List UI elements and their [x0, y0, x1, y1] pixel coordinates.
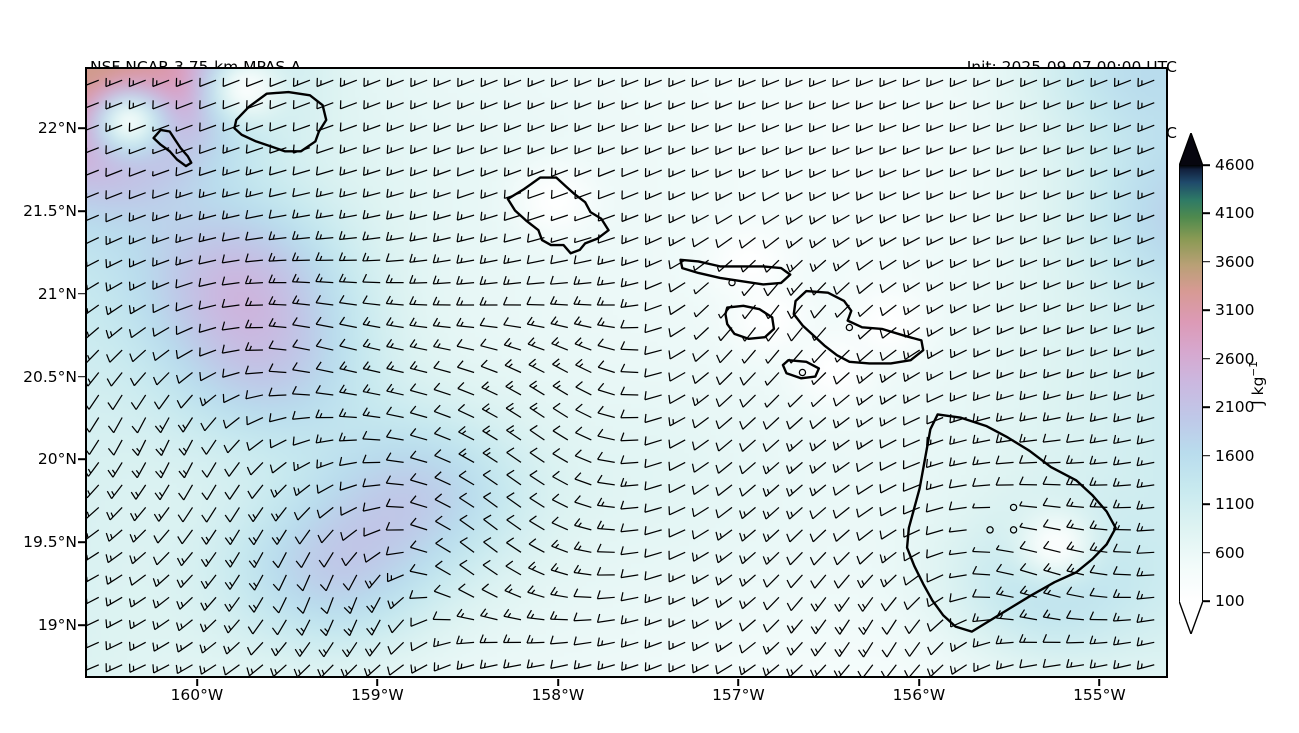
coastline-layer — [152, 90, 1117, 633]
colorbar-tick-mark — [1203, 357, 1210, 360]
y-tick-mark — [78, 541, 85, 544]
y-axis-tick-label: 21°N — [37, 284, 77, 303]
colorbar: 4600 4100 3600 3100 2600 2100 1600 1100 600 100 — [1179, 133, 1254, 634]
x-axis-tick-label: 155°W — [1073, 686, 1126, 704]
colorbar-tick-mark — [1203, 454, 1210, 457]
y-axis-tick-label: 19°N — [37, 616, 77, 634]
x-axis-tick-label: 157°W — [712, 686, 765, 704]
y-tick-mark — [78, 624, 85, 626]
y-tick-mark — [78, 458, 85, 461]
colorbar-tick-label: 600 — [1215, 543, 1245, 562]
colorbar-tick-label: 2600 — [1215, 349, 1255, 368]
x-tick-mark — [918, 679, 920, 686]
x-tick-mark — [737, 679, 740, 686]
wind-barb-layer — [87, 77, 1155, 676]
x-axis-tick-label: 158°W — [531, 686, 585, 704]
y-axis-tick-label: 19.5°N — [23, 533, 77, 552]
x-axis-tick-label: 159°W — [351, 686, 404, 704]
colorbar-tick-label: 4600 — [1215, 156, 1255, 174]
colorbar-tick-label: 100 — [1215, 592, 1245, 610]
colorbar-tick-mark — [1203, 212, 1210, 215]
x-tick-mark — [376, 679, 379, 686]
y-tick-mark — [78, 127, 85, 130]
colorbar-label-text: J kg — [1249, 376, 1267, 405]
colorbar-tick-mark — [1203, 503, 1210, 505]
y-axis-tick-label: 20°N — [37, 450, 77, 469]
colorbar-tick-mark — [1203, 600, 1210, 602]
x-tick-mark — [557, 679, 559, 686]
y-tick-mark — [78, 293, 85, 295]
colorbar-gradient — [1179, 165, 1203, 601]
colorbar-label: J kg−1 — [1247, 361, 1267, 405]
map-plot-area — [85, 67, 1168, 678]
colorbar-tick-label: 1100 — [1215, 495, 1255, 514]
x-tick-mark — [1098, 679, 1101, 686]
colorbar-tick-mark — [1203, 309, 1210, 312]
colorbar-tick-mark — [1203, 261, 1210, 263]
colorbar-tick-label: 3100 — [1215, 301, 1255, 320]
x-axis-tick-label: 160°W — [170, 686, 224, 704]
y-tick-mark — [78, 375, 85, 378]
colorbar-tick-mark — [1203, 164, 1210, 166]
colorbar-max-arrow — [1179, 133, 1203, 166]
colorbar-min-arrow — [1179, 601, 1203, 634]
colorbar-tick-mark — [1203, 406, 1210, 409]
y-axis-tick-label: 20.5°N — [23, 367, 77, 386]
y-axis-tick-label: 22°N — [37, 119, 77, 138]
colorbar-tick-label: 4100 — [1215, 204, 1255, 223]
y-axis-tick-label: 21.5°N — [23, 202, 77, 221]
y-tick-mark — [78, 210, 85, 212]
colorbar-tick-label: 2100 — [1215, 398, 1255, 417]
colorbar-label-exponent: −1 — [1247, 361, 1260, 377]
colorbar-tick-label: 1600 — [1215, 446, 1255, 465]
colorbar-tick-label: 3600 — [1215, 252, 1255, 271]
colorbar-tick-mark — [1203, 551, 1210, 554]
x-axis-tick-label: 156°W — [892, 686, 946, 704]
x-tick-mark — [196, 679, 198, 686]
